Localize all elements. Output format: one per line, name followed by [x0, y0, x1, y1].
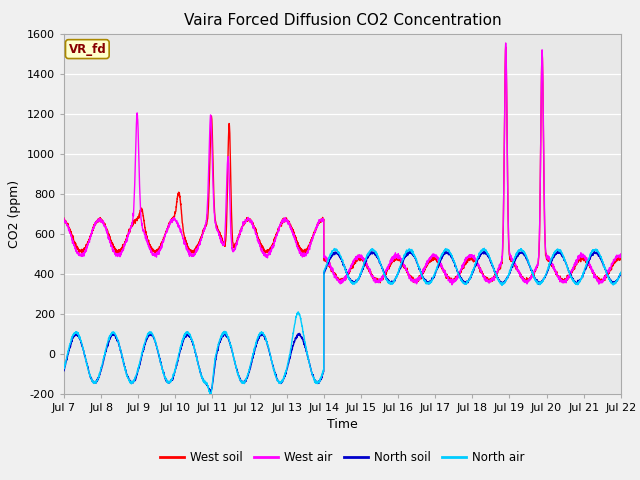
X-axis label: Time: Time [327, 418, 358, 431]
Legend: West soil, West air, North soil, North air: West soil, West air, North soil, North a… [156, 446, 529, 469]
Text: VR_fd: VR_fd [68, 43, 106, 56]
Title: Vaira Forced Diffusion CO2 Concentration: Vaira Forced Diffusion CO2 Concentration [184, 13, 501, 28]
Y-axis label: CO2 (ppm): CO2 (ppm) [8, 180, 21, 248]
